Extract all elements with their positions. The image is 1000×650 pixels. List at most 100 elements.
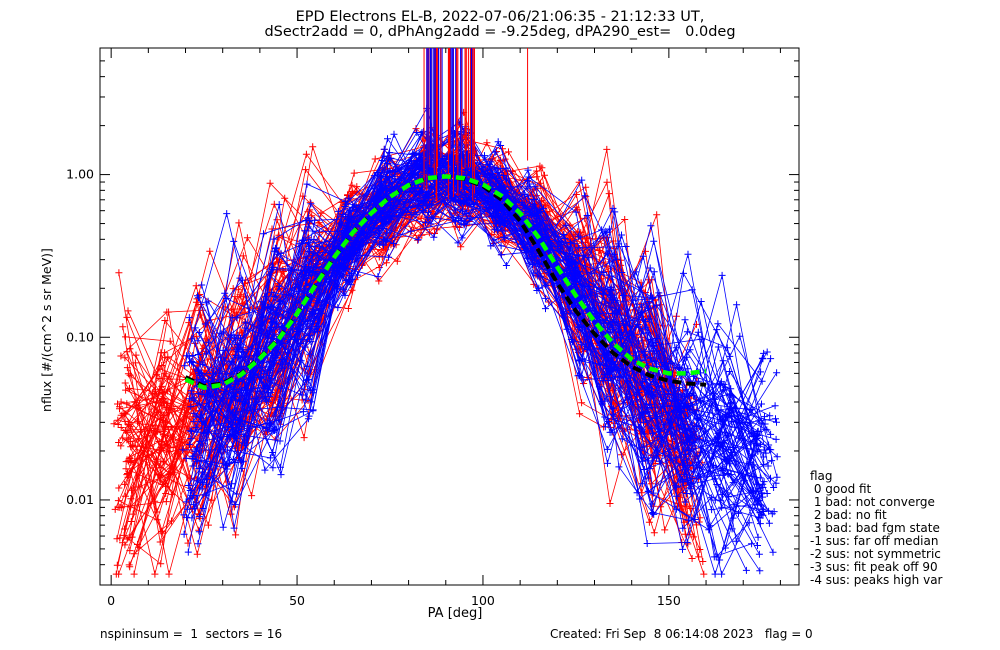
blue-sweep-marker: [221, 289, 229, 297]
blue-sweep-marker: [681, 498, 689, 506]
red-sweep-marker: [162, 490, 170, 497]
blue-sweep-line: [202, 144, 762, 576]
flag-legend-item: 1 bad: not converge: [810, 495, 935, 509]
blue-sweep-marker: [304, 272, 312, 280]
red-sweep-marker: [235, 219, 243, 227]
blue-sweep-marker: [691, 516, 699, 523]
blue-sweep-marker: [615, 463, 623, 471]
red-sweep-marker: [114, 421, 122, 428]
red-sweep-marker: [228, 305, 236, 313]
blue-sweep-marker: [238, 276, 246, 284]
blue-sweep-marker: [494, 138, 502, 146]
red-sweep-marker: [193, 550, 201, 558]
red-sweep-marker: [353, 183, 361, 191]
blue-sweep-marker: [742, 566, 750, 574]
red-sweep-marker: [158, 527, 166, 535]
blue-sweep-marker: [311, 216, 319, 224]
red-sweep-marker: [123, 436, 131, 444]
blue-sweep-marker: [766, 446, 774, 453]
chart-title-line2: dSectr2add = 0, dPhAng2add = -9.25deg, d…: [264, 24, 736, 40]
blue-sweep-marker: [307, 200, 315, 208]
blue-sweep-marker: [601, 227, 609, 235]
red-sweep-marker: [119, 434, 127, 442]
blue-sweep-marker: [195, 513, 203, 521]
blue-sweep-marker: [242, 318, 250, 326]
blue-sweep-marker: [334, 207, 342, 215]
red-sweep-marker: [121, 354, 129, 362]
red-sweep-marker: [116, 405, 123, 413]
blue-sweep-marker: [186, 395, 194, 403]
blue-sweep-marker: [574, 232, 582, 240]
blue-sweep-marker: [461, 217, 469, 225]
blue-sweep-marker: [682, 385, 690, 393]
blue-sweep-marker: [652, 335, 660, 342]
blue-sweep-marker: [769, 548, 777, 556]
red-sweep-marker: [417, 214, 425, 222]
blue-sweep-marker: [183, 352, 191, 360]
blue-sweep-marker: [754, 533, 762, 541]
red-sweep-marker: [164, 387, 172, 395]
red-sweep-marker: [412, 125, 420, 133]
blue-sweep-marker: [603, 445, 611, 453]
blue-sweep-marker: [229, 456, 237, 463]
blue-sweep-marker: [380, 204, 388, 212]
blue-sweep-marker: [428, 197, 436, 205]
blue-sweep-marker: [767, 355, 775, 363]
red-sweep-marker: [117, 398, 125, 406]
red-sweep-marker: [156, 476, 164, 484]
blue-sweep-marker: [314, 322, 322, 330]
blue-sweep-marker: [714, 320, 722, 328]
blue-sweep-marker: [773, 473, 781, 481]
blue-sweep-marker: [416, 163, 423, 171]
blue-sweep-marker: [727, 471, 735, 479]
blue-sweep-marker: [683, 539, 691, 546]
blue-sweep-marker: [721, 383, 729, 391]
blue-sweep-marker: [576, 357, 583, 365]
blue-sweep-marker: [708, 506, 716, 514]
blue-sweep-marker: [301, 227, 309, 235]
red-sweep-marker: [350, 169, 358, 177]
red-sweep-marker: [126, 547, 134, 555]
blue-sweep-marker: [278, 385, 286, 393]
blue-sweep-marker: [264, 427, 272, 435]
blue-sweep-marker: [180, 530, 188, 538]
red-sweep-marker: [126, 345, 134, 353]
blue-sweep-marker: [717, 406, 725, 414]
blue-sweep-marker: [275, 201, 283, 209]
blue-sweep-marker: [718, 570, 726, 578]
blue-sweep-marker: [235, 378, 243, 386]
blue-sweep-marker: [650, 237, 658, 245]
blue-sweep-marker: [487, 242, 495, 250]
blue-sweep-marker: [261, 466, 269, 474]
blue-sweep-marker: [415, 149, 423, 157]
blue-sweep-marker: [386, 149, 394, 157]
red-sweep-marker: [124, 457, 132, 465]
blue-sweep-marker: [196, 438, 204, 446]
blue-sweep-marker: [227, 331, 235, 339]
red-sweep-marker: [603, 145, 611, 153]
blue-sweep-marker: [632, 356, 639, 364]
blue-sweep-marker: [189, 352, 197, 359]
blue-sweep-marker: [768, 510, 776, 518]
red-sweep-marker: [648, 491, 656, 499]
blue-sweep-marker: [412, 211, 420, 219]
red-sweep-marker: [163, 448, 171, 456]
blue-sweep-marker: [649, 429, 656, 437]
blue-sweep-marker: [198, 391, 206, 399]
blue-sweep-line: [205, 172, 765, 514]
blue-sweep-marker: [722, 411, 730, 419]
red-sweep-marker: [123, 348, 131, 356]
blue-sweep-marker: [754, 497, 762, 505]
blue-sweep-marker: [639, 252, 647, 260]
blue-sweep-marker: [197, 411, 205, 419]
red-sweep-line: [116, 171, 681, 539]
blue-sweep-marker: [341, 291, 349, 299]
red-sweep-marker: [184, 539, 192, 547]
blue-sweep-line: [200, 184, 759, 521]
blue-sweep-marker: [413, 129, 421, 136]
blue-sweep-marker: [620, 292, 627, 299]
blue-sweep-marker: [648, 295, 656, 303]
blue-sweep-marker: [194, 540, 202, 548]
blue-sweep-marker: [756, 474, 764, 482]
blue-sweep-marker: [306, 317, 314, 325]
